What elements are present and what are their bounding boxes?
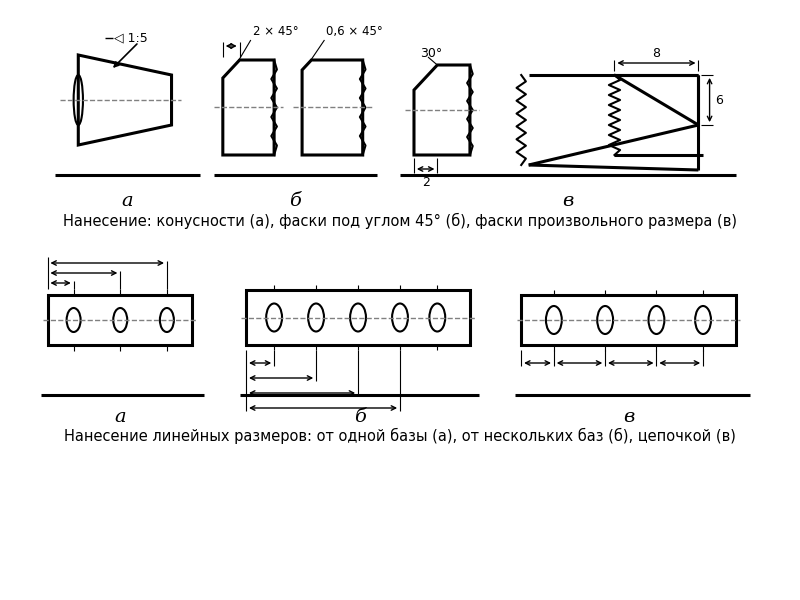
Text: 2: 2 [422, 176, 430, 189]
Text: б: б [289, 192, 301, 210]
Text: а: а [114, 408, 126, 426]
Text: в: в [622, 408, 634, 426]
Text: б: б [354, 408, 366, 426]
Bar [522, 295, 736, 345]
Text: а: а [121, 192, 133, 210]
Text: в: в [562, 192, 574, 210]
Text: Нанесение линейных размеров: от одной базы (а), от нескольких баз (б), цепочкой : Нанесение линейных размеров: от одной ба… [64, 428, 736, 444]
Text: 6: 6 [715, 94, 723, 107]
Bar [47, 295, 192, 345]
Text: Нанесение: конусности (а), фаски под углом 45° (б), фаски произвольного размера : Нанесение: конусности (а), фаски под угл… [63, 213, 737, 229]
Text: 8: 8 [653, 47, 661, 60]
Text: 2 × 45°: 2 × 45° [253, 25, 298, 38]
Text: ◁ 1:5: ◁ 1:5 [114, 31, 147, 44]
Text: 30°: 30° [421, 47, 442, 60]
Bar [246, 290, 470, 345]
Text: 0,6 × 45°: 0,6 × 45° [326, 25, 383, 38]
